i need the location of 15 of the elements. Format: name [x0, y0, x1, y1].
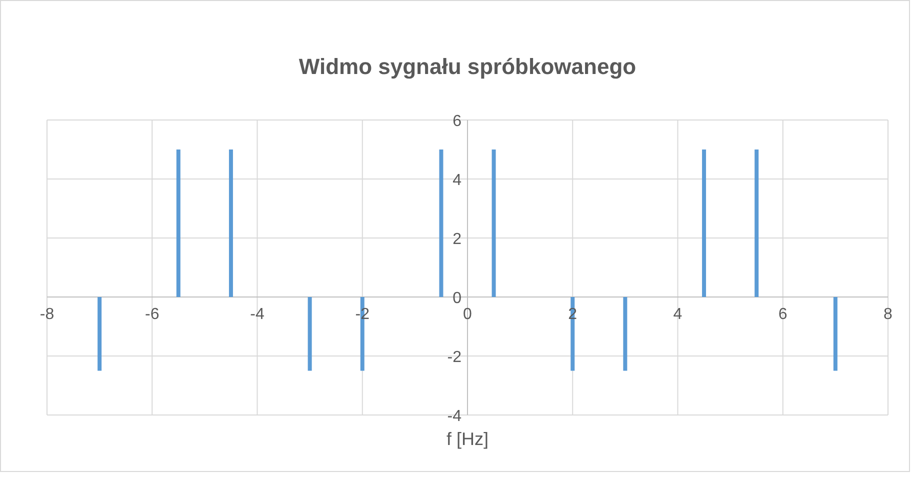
y-tick-label: 6 — [452, 113, 462, 130]
y-tick-label: -4 — [447, 408, 462, 425]
x-tick-label: 8 — [884, 306, 893, 323]
y-tick-label: 2 — [452, 231, 462, 248]
y-tick-label: 4 — [452, 172, 462, 189]
x-tick-label: -6 — [145, 306, 160, 323]
y-tick-label: 0 — [452, 290, 462, 307]
x-tick-label: 4 — [673, 306, 682, 323]
x-tick-label: -4 — [250, 306, 264, 323]
y-tick-label: -2 — [447, 349, 462, 366]
x-tick-label: -8 — [40, 306, 54, 323]
x-axis-title: f [Hz] — [446, 429, 489, 449]
x-tick-label: 0 — [463, 306, 472, 323]
x-tick-label: 6 — [778, 306, 788, 323]
chart-title: Widmo sygnału spróbkowanego — [298, 54, 636, 79]
